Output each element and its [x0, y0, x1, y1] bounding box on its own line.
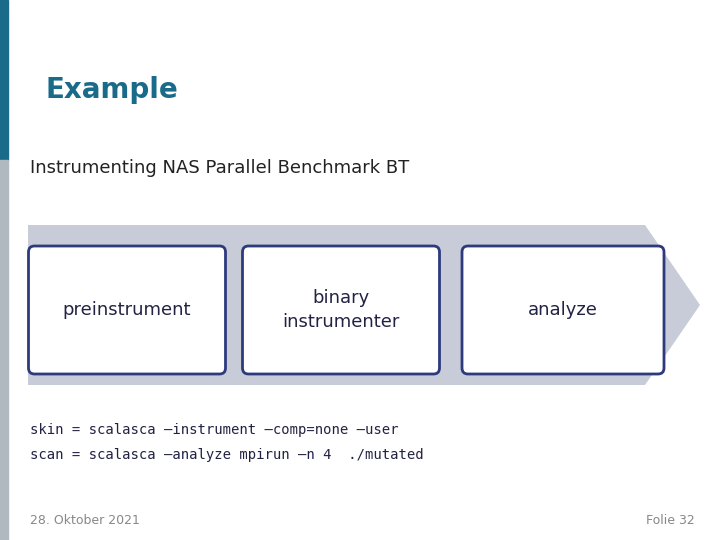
Bar — [0, 0, 8, 160]
Text: analyze: analyze — [528, 301, 598, 319]
FancyBboxPatch shape — [29, 246, 225, 374]
Text: binary
instrumenter: binary instrumenter — [282, 289, 400, 331]
Text: Instrumenting NAS Parallel Benchmark BT: Instrumenting NAS Parallel Benchmark BT — [30, 159, 409, 177]
Text: Folie 32: Folie 32 — [647, 514, 695, 526]
Text: preinstrument: preinstrument — [63, 301, 192, 319]
FancyBboxPatch shape — [243, 246, 439, 374]
Text: Example: Example — [45, 76, 178, 104]
Bar — [0, 160, 8, 540]
Polygon shape — [28, 225, 700, 385]
Text: 28. Oktober 2021: 28. Oktober 2021 — [30, 514, 140, 526]
Text: skin = scalasca –instrument –comp=none –user: skin = scalasca –instrument –comp=none –… — [30, 423, 398, 437]
Text: scan = scalasca –analyze mpirun –n 4  ./mutated: scan = scalasca –analyze mpirun –n 4 ./m… — [30, 448, 423, 462]
FancyBboxPatch shape — [462, 246, 664, 374]
